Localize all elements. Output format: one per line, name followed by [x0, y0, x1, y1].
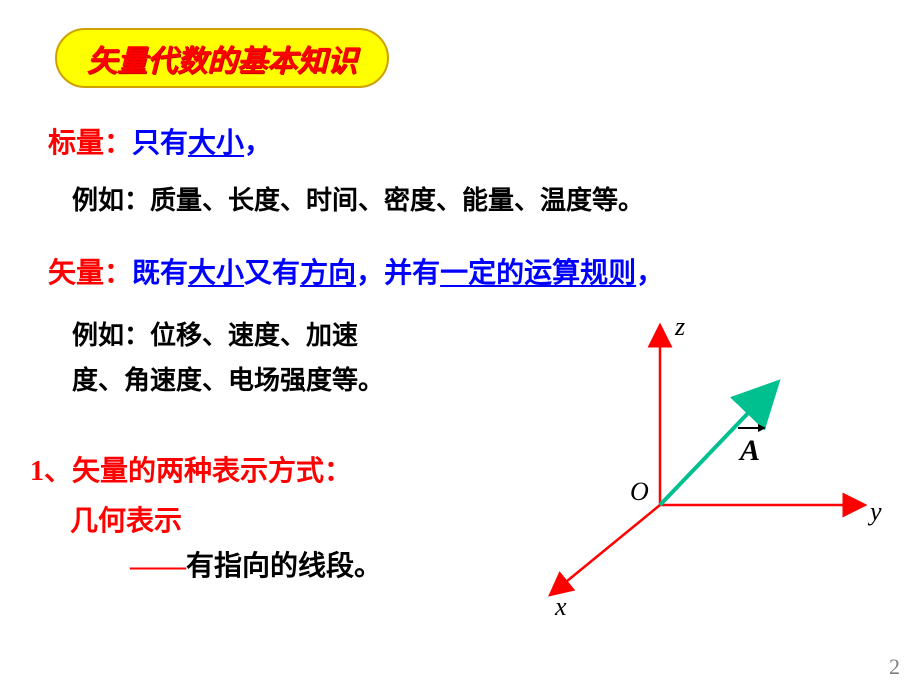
- origin-label: O: [630, 477, 649, 506]
- scalar-desc-pre: 只有: [132, 128, 188, 159]
- geometric-label: 几何表示: [70, 500, 182, 545]
- vector-example-a: 例如：位移、速度、加速: [72, 315, 358, 357]
- vector-u3: 一定的运算规则: [440, 258, 636, 289]
- scalar-desc-u: 大小: [188, 128, 244, 159]
- vector-definition: 矢量：既有大小又有方向，并有一定的运算规则，: [48, 252, 664, 297]
- representation-heading: 1、矢量的两种表示方式：: [30, 450, 352, 495]
- geometric-desc: ——有指向的线段。: [130, 545, 382, 590]
- page-number: 2: [889, 654, 900, 680]
- geom-dash: ——: [130, 551, 186, 582]
- vector-p4: ，: [636, 258, 664, 289]
- vector-u2: 方向: [300, 258, 356, 289]
- vector-a-label: A: [738, 424, 766, 467]
- scalar-example: 例如：质量、长度、时间、密度、能量、温度等。: [72, 180, 644, 222]
- scalar-desc-post: ，: [244, 128, 272, 159]
- slide-title: 矢量代数的基本知识: [55, 28, 389, 88]
- z-label: z: [674, 312, 685, 341]
- coordinate-diagram: z y x O A: [500, 310, 900, 620]
- vector-p2: 又有: [244, 258, 300, 289]
- geom-text: 有指向的线段。: [186, 551, 382, 582]
- x-label: x: [554, 592, 567, 620]
- y-label: y: [867, 497, 882, 526]
- svg-text:A: A: [738, 434, 760, 467]
- vector-p3: ，并有: [356, 258, 440, 289]
- x-axis: [550, 505, 660, 595]
- scalar-label: 标量：: [48, 128, 132, 159]
- vector-example-b: 度、角速度、电场强度等。: [72, 360, 384, 402]
- vector-label: 矢量：: [48, 258, 132, 289]
- vector-u1: 大小: [188, 258, 244, 289]
- scalar-definition: 标量：只有大小，: [48, 122, 272, 167]
- vector-p1: 既有: [132, 258, 188, 289]
